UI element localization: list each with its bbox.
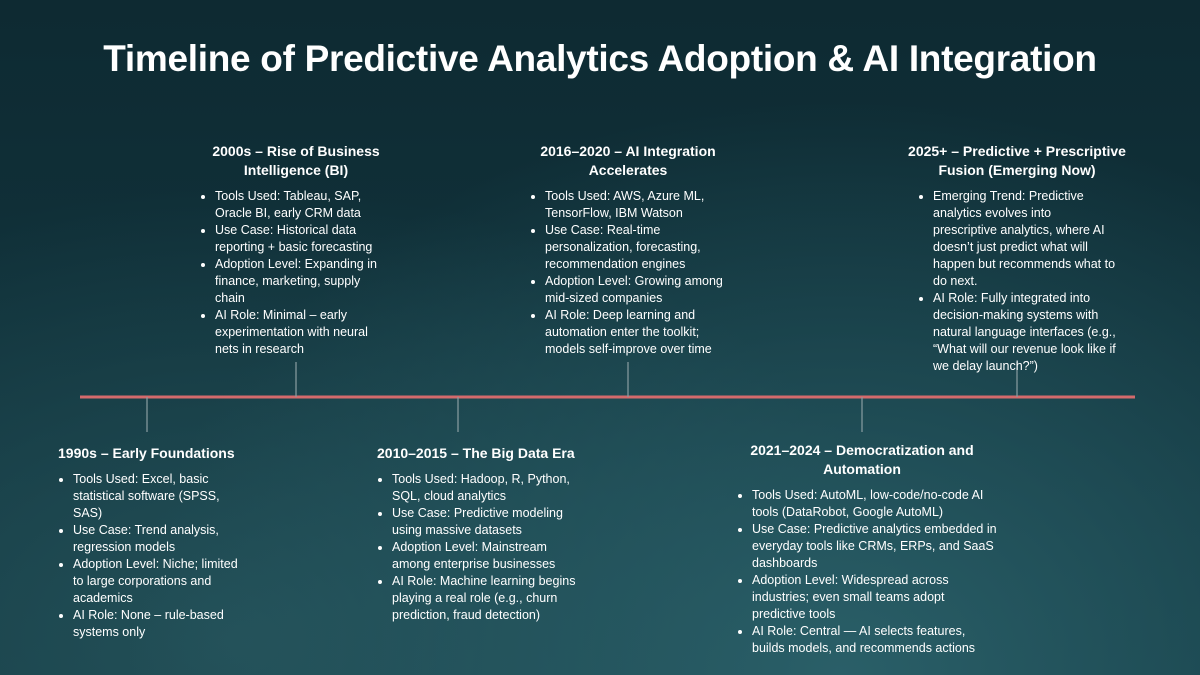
bullet: Tools Used: Hadoop, R, Python, SQL, clou… <box>392 471 587 505</box>
bullet: AI Role: Minimal – early experimentation… <box>215 307 390 358</box>
bullet: Tools Used: AWS, Azure ML, TensorFlow, I… <box>545 188 730 222</box>
bullet: Use Case: Real-time personalization, for… <box>545 222 730 273</box>
title: Timeline of Predictive Analytics Adoptio… <box>103 38 1097 79</box>
milestone: 2025+ – Predictive + Prescriptive Fusion… <box>908 142 1126 375</box>
bullet: Use Case: Trend analysis, regression mod… <box>73 522 248 556</box>
bullet: AI Role: None – rule-based systems only <box>73 607 248 641</box>
bullet: AI Role: Fully integrated into decision-… <box>933 290 1118 375</box>
bullet: Use Case: Predictive analytics embedded … <box>752 521 999 572</box>
bullet: Tools Used: Excel, basic statistical sof… <box>73 471 248 522</box>
bullet-list: Tools Used: AutoML, low-code/no-code AI … <box>737 487 999 657</box>
milestone-heading: 2021–2024 – Democratization and Automati… <box>750 442 974 477</box>
bullet: AI Role: Machine learning begins playing… <box>392 573 587 624</box>
bullet: AI Role: Deep learning and automation en… <box>545 307 730 358</box>
milestone-heading: 1990s – Early Foundations <box>58 445 235 461</box>
bullet: Tools Used: Tableau, SAP, Oracle BI, ear… <box>215 188 390 222</box>
bullet-list: Emerging Trend: Predictive analytics evo… <box>918 188 1118 375</box>
bullet: Adoption Level: Widespread across indust… <box>752 572 999 623</box>
milestone-heading: 2016–2020 – AI Integration Accelerates <box>540 143 716 178</box>
bullet-list: Tools Used: AWS, Azure ML, TensorFlow, I… <box>530 188 730 358</box>
bullet: Tools Used: AutoML, low-code/no-code AI … <box>752 487 999 521</box>
milestone-heading: 2000s – Rise of Business Intelligence (B… <box>212 143 380 178</box>
bullet: Adoption Level: Growing among mid-sized … <box>545 273 730 307</box>
bullet: Emerging Trend: Predictive analytics evo… <box>933 188 1118 290</box>
bullet-list: Tools Used: Hadoop, R, Python, SQL, clou… <box>377 471 587 624</box>
bullet: Adoption Level: Niche; limited to large … <box>73 556 248 607</box>
bullet: Adoption Level: Mainstream among enterpr… <box>392 539 587 573</box>
bullet-list: Tools Used: Excel, basic statistical sof… <box>58 471 248 641</box>
bullet: Use Case: Predictive modeling using mass… <box>392 505 587 539</box>
bullet: Adoption Level: Expanding in finance, ma… <box>215 256 390 307</box>
milestone: 2021–2024 – Democratization and Automati… <box>737 441 999 657</box>
milestone-heading: 2025+ – Predictive + Prescriptive Fusion… <box>908 143 1126 178</box>
bullet: AI Role: Central — AI selects features, … <box>752 623 999 657</box>
milestone: 2000s – Rise of Business Intelligence (B… <box>200 142 390 358</box>
milestone: 2016–2020 – AI Integration Accelerates To… <box>530 142 730 358</box>
milestone-heading: 2010–2015 – The Big Data Era <box>377 445 575 461</box>
milestone: 1990s – Early Foundations Tools Used: Exc… <box>58 444 248 641</box>
milestone: 2010–2015 – The Big Data Era Tools Used: … <box>377 444 587 624</box>
bullet: Use Case: Historical data reporting + ba… <box>215 222 390 256</box>
bullet-list: Tools Used: Tableau, SAP, Oracle BI, ear… <box>200 188 390 358</box>
